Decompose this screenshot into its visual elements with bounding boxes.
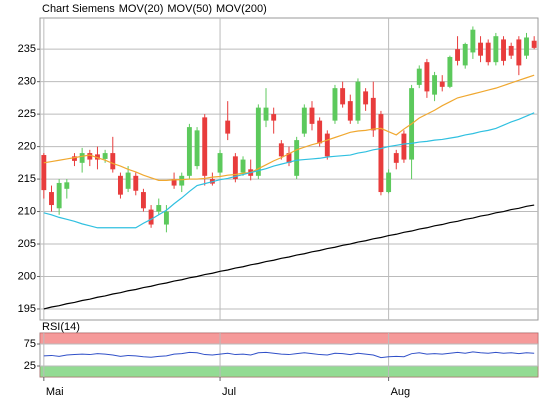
candle-body bbox=[447, 56, 453, 87]
candle-body bbox=[87, 153, 93, 160]
candle-body bbox=[41, 155, 47, 191]
candle-body bbox=[217, 153, 223, 173]
candle-body bbox=[493, 36, 499, 63]
y-tick-label: 200 bbox=[18, 270, 36, 282]
y-tick-label: 205 bbox=[18, 238, 36, 250]
candle-body bbox=[202, 117, 208, 176]
plot-area bbox=[39, 17, 539, 321]
candle-body bbox=[386, 172, 392, 193]
y-tick-label: 225 bbox=[18, 108, 36, 120]
y-tick-label: 230 bbox=[18, 76, 36, 88]
candle-body bbox=[363, 91, 369, 105]
candle-body bbox=[332, 88, 338, 121]
candle-body bbox=[156, 205, 162, 212]
candle-body bbox=[49, 192, 54, 206]
candle-body bbox=[508, 45, 514, 56]
candle-body bbox=[501, 39, 506, 61]
legend-entry: MOV(50) bbox=[167, 3, 212, 15]
candle-body bbox=[424, 62, 430, 92]
y-tick-label: 220 bbox=[18, 140, 36, 152]
legend-entry: MOV(20) bbox=[119, 3, 164, 15]
legend-entry: Chart Siemens bbox=[42, 3, 115, 15]
candle-body bbox=[271, 114, 277, 121]
candle-body bbox=[72, 156, 77, 161]
y-tick-label: 210 bbox=[18, 205, 36, 217]
candle-body bbox=[324, 133, 330, 157]
moving-average bbox=[43, 204, 535, 310]
candle-body bbox=[125, 172, 131, 189]
candle-body bbox=[263, 107, 269, 121]
x-tick-label: Mai bbox=[46, 386, 64, 398]
candle-body bbox=[117, 175, 123, 195]
moving-average bbox=[43, 112, 535, 229]
candle-body bbox=[171, 179, 177, 186]
moving-average bbox=[43, 74, 535, 181]
candle-body bbox=[317, 120, 323, 144]
candle-body bbox=[255, 107, 261, 176]
candle-body bbox=[301, 107, 307, 134]
candle-body bbox=[462, 43, 468, 66]
candle-body bbox=[485, 42, 491, 63]
rsi-title: RSI(14) bbox=[42, 321, 80, 333]
candle-body bbox=[439, 81, 445, 87]
candle-body bbox=[294, 140, 300, 176]
candle-body bbox=[95, 154, 100, 160]
candle-body bbox=[401, 133, 407, 160]
candle-body bbox=[278, 143, 284, 157]
candle-body bbox=[186, 127, 192, 176]
candle-body bbox=[416, 68, 422, 85]
candle-body bbox=[56, 182, 62, 209]
candle-body bbox=[516, 39, 522, 66]
candle-body bbox=[64, 182, 70, 189]
x-tick-label: Aug bbox=[391, 386, 411, 398]
candle-body bbox=[355, 81, 361, 121]
candle-body bbox=[133, 175, 139, 191]
candle-body bbox=[163, 211, 169, 225]
candle-body bbox=[340, 88, 346, 105]
candle-body bbox=[432, 75, 438, 95]
candle-body bbox=[148, 209, 154, 225]
candle-body bbox=[232, 156, 238, 180]
candle-body bbox=[179, 175, 185, 186]
rsi-band bbox=[39, 332, 539, 345]
legend-entry: MOV(200) bbox=[216, 3, 267, 15]
candle-body bbox=[240, 159, 246, 173]
candle-body bbox=[470, 29, 476, 53]
y-tick-label: 195 bbox=[18, 303, 36, 315]
candle-body bbox=[79, 153, 85, 163]
y-tick-label: 215 bbox=[18, 173, 36, 185]
y-tick-label: 25 bbox=[24, 360, 36, 372]
rsi-band bbox=[39, 365, 539, 378]
candle-body bbox=[194, 130, 200, 167]
y-tick-label: 235 bbox=[18, 43, 36, 55]
candle-body bbox=[524, 37, 529, 56]
candle-body bbox=[393, 153, 399, 163]
candle-body bbox=[140, 192, 146, 209]
candle-body bbox=[309, 107, 315, 124]
candle-body bbox=[455, 49, 461, 61]
candle-body bbox=[225, 120, 231, 134]
candle-body bbox=[478, 42, 483, 56]
x-tick-label: Jul bbox=[222, 386, 236, 398]
candle-body bbox=[286, 153, 292, 163]
candle-body bbox=[531, 40, 537, 48]
candle-body bbox=[347, 101, 353, 121]
y-tick-label: 75 bbox=[24, 338, 36, 350]
rsi-line bbox=[43, 351, 535, 359]
candle-body bbox=[378, 114, 384, 193]
candle-body bbox=[102, 153, 108, 159]
candle-body bbox=[370, 97, 376, 131]
candle-body bbox=[110, 153, 116, 170]
